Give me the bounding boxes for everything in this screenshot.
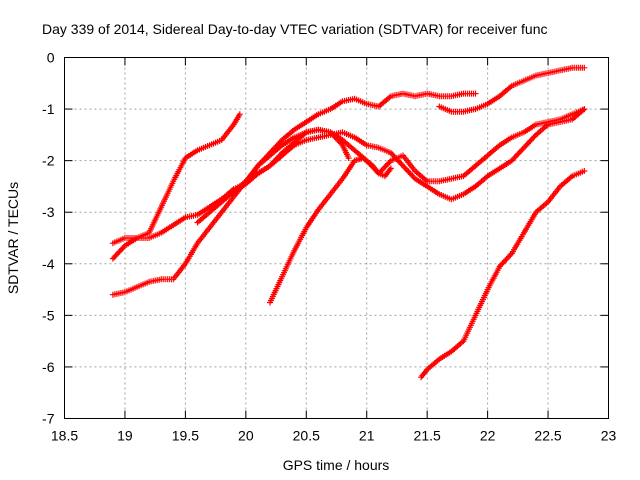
x-tick-label: 20 xyxy=(238,428,254,444)
x-tick-label: 22 xyxy=(480,428,496,444)
series-markers xyxy=(206,126,352,211)
y-axis-label: SDTVAR / TECUs xyxy=(5,182,21,294)
x-tick-label: 18.5 xyxy=(51,428,78,444)
y-tick-label: -3 xyxy=(42,204,55,220)
y-tick-label: -6 xyxy=(42,359,55,375)
x-tick-label: 21 xyxy=(359,428,375,444)
chart-title: Day 339 of 2014, Sidereal Day-to-day VTE… xyxy=(42,21,548,37)
series-track-8 xyxy=(418,168,588,381)
tick-layer: 18.5 19 19.5 20 20.5 21 21.5 22 22.5 23 0 -1 -2 -3 -4 -… xyxy=(42,50,616,444)
x-axis-label: GPS time / hours xyxy=(283,457,390,473)
y-tick-label: 0 xyxy=(47,50,55,66)
series-track-7 xyxy=(436,64,588,115)
data-layer xyxy=(109,64,588,381)
series-track-5 xyxy=(206,126,352,211)
series-markers xyxy=(436,64,588,115)
x-tick-label: 22.5 xyxy=(534,428,561,444)
series-markers xyxy=(267,155,394,306)
y-tick-label: -5 xyxy=(42,307,55,323)
grid-layer xyxy=(64,57,609,419)
x-tick-label: 19 xyxy=(117,428,133,444)
series-track-1 xyxy=(109,111,243,247)
x-tick-label: 23 xyxy=(601,428,617,444)
x-tick-label: 21.5 xyxy=(414,428,441,444)
y-tick-label: -1 xyxy=(42,101,55,117)
y-tick-label: -7 xyxy=(42,411,55,427)
series-markers xyxy=(418,168,588,381)
y-tick-label: -2 xyxy=(42,153,55,169)
series-track-6 xyxy=(267,155,394,306)
x-tick-label: 19.5 xyxy=(172,428,199,444)
y-tick-label: -4 xyxy=(42,256,55,272)
plot-frame xyxy=(64,57,609,419)
series-markers xyxy=(109,111,243,247)
x-tick-label: 20.5 xyxy=(293,428,320,444)
